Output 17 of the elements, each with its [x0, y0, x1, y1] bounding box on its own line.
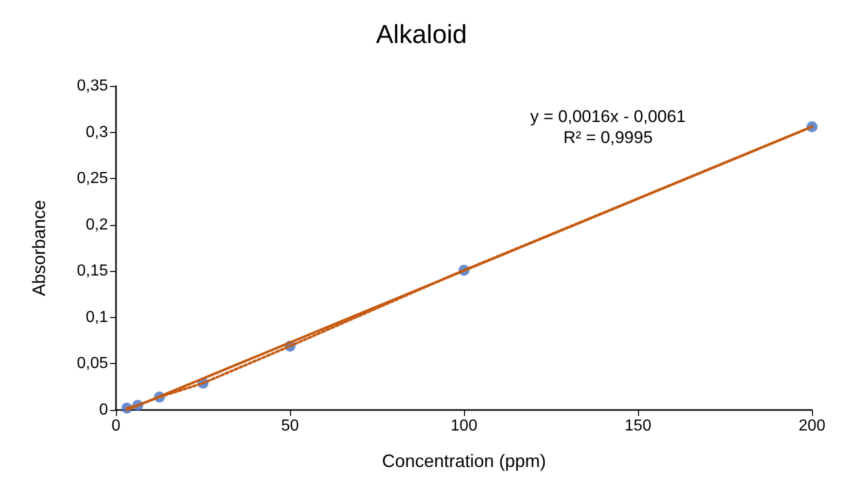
y-tick-label: 0,1: [86, 308, 108, 326]
y-tick-label: 0,15: [76, 262, 108, 280]
y-tick-label: 0,35: [76, 78, 108, 94]
chart-title: Alkaloid: [376, 19, 468, 49]
x-tick-label: 0: [112, 418, 121, 434]
x-axis-title: Concentration (ppm): [382, 451, 546, 471]
x-tick-label: 50: [281, 418, 299, 434]
annotation: y = 0,0016x - 0,0061 R² = 0,9995: [530, 107, 686, 147]
y-tick-label: 0,25: [76, 170, 108, 188]
y-tick-label: 0,2: [86, 216, 108, 234]
x-tick-label: 200: [798, 418, 826, 434]
y-tick-label: 0,3: [86, 124, 108, 141]
x-tick-label: 150: [624, 418, 652, 434]
y-axis-title: Absorbance: [29, 200, 49, 296]
y-tick-label: 0: [99, 402, 108, 418]
y-tick-label: 0,05: [76, 355, 108, 372]
x-tick-label: 100: [450, 418, 478, 434]
